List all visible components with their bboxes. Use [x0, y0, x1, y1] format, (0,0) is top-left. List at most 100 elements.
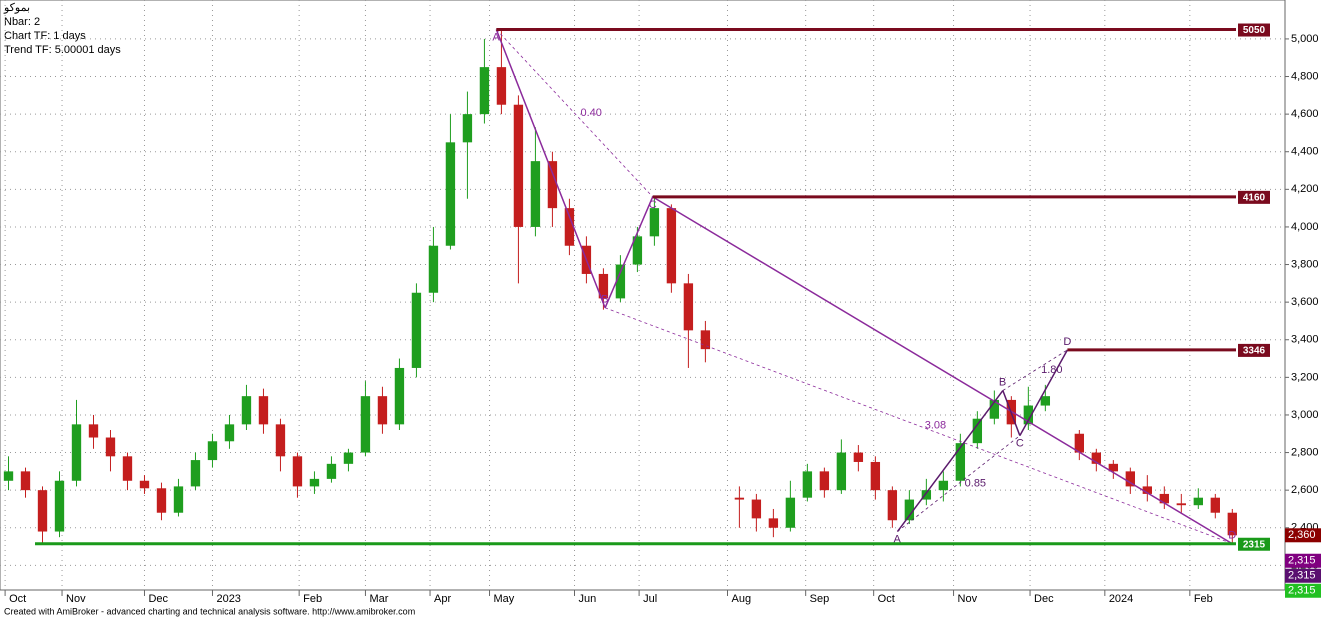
- candle-body: [241, 396, 252, 425]
- candle-body: [173, 486, 184, 513]
- pattern-dashed-line: [496, 29, 653, 198]
- x-tick-label: Nov: [66, 593, 86, 605]
- candle-body: [1108, 463, 1119, 472]
- pattern-dashed-line: [1002, 349, 1068, 391]
- pattern-ratio: 0.40: [581, 107, 602, 119]
- level-label-box: [1238, 537, 1270, 551]
- y-tick-label: 3,200: [1291, 371, 1319, 383]
- pattern-line: [604, 196, 654, 309]
- level-label: 4160: [1243, 192, 1266, 203]
- x-tick-label: 2023: [216, 593, 240, 605]
- y-tick-label: 4,200: [1291, 183, 1319, 195]
- candle-body: [530, 161, 541, 227]
- pattern-point-label: C: [1016, 438, 1024, 450]
- header-line: Nbar: 2: [4, 16, 40, 28]
- price-marker-label: 2,315: [1288, 585, 1316, 597]
- candle-body: [1074, 433, 1085, 453]
- y-tick-label: 5,000: [1291, 33, 1319, 45]
- candle-body: [37, 490, 48, 532]
- candle-body: [1176, 503, 1186, 506]
- y-tick-label: 4,400: [1291, 146, 1319, 158]
- candle-body: [887, 490, 898, 521]
- candle-body: [1142, 486, 1152, 494]
- candle-body: [666, 208, 677, 284]
- level-label-box: [1238, 190, 1270, 204]
- candle-body: [598, 273, 609, 299]
- pattern-dashed-line: [604, 307, 1233, 545]
- header-line: Trend TF: 5.00001 days: [4, 44, 121, 56]
- y-tick-label: 4,600: [1291, 108, 1319, 120]
- level-label-box: [1238, 343, 1270, 357]
- candle-body: [853, 452, 864, 462]
- y-tick-label: 3,600: [1291, 296, 1319, 308]
- candle-body: [428, 245, 439, 293]
- pattern-line: [652, 196, 1233, 545]
- pattern-point-label: D: [1063, 336, 1071, 348]
- pattern-ratio: 0.85: [965, 477, 986, 489]
- candle-body: [768, 518, 779, 528]
- candle-body: [870, 461, 881, 491]
- candle-body: [989, 399, 1000, 419]
- candle-body: [1193, 497, 1203, 506]
- candle-body: [3, 471, 14, 481]
- candle-body: [1227, 512, 1237, 536]
- candle-body: [207, 441, 218, 461]
- candle-body: [122, 456, 133, 481]
- candle-body: [20, 471, 31, 491]
- x-tick-label: Feb: [303, 593, 322, 605]
- candle-body: [1210, 497, 1220, 513]
- y-tick-label: 3,400: [1291, 334, 1319, 346]
- candle-body: [479, 67, 490, 115]
- candle-body: [54, 480, 65, 532]
- candle-body: [71, 424, 82, 481]
- candle-body: [836, 452, 847, 491]
- candle-body: [700, 330, 711, 350]
- x-tick-label: Apr: [434, 593, 451, 605]
- x-tick-label: Dec: [148, 593, 168, 605]
- candle-body: [105, 437, 116, 457]
- level-label: 2315: [1243, 539, 1266, 550]
- x-tick-label: Jul: [643, 593, 657, 605]
- candle-body: [785, 497, 796, 528]
- candle-body: [938, 480, 949, 491]
- candle-body: [1091, 452, 1102, 464]
- plot-frame: [0, 0, 1286, 591]
- price-marker-label: 2,315: [1288, 570, 1316, 582]
- header-line: Chart TF: 1 days: [4, 30, 86, 42]
- candle-body: [139, 480, 150, 489]
- candle-body: [496, 67, 507, 105]
- candle-body: [683, 283, 694, 331]
- candle-body: [275, 424, 286, 457]
- candle-body: [564, 208, 575, 246]
- candle-body: [224, 424, 235, 442]
- candle-body: [734, 497, 745, 500]
- candle-body: [751, 499, 762, 519]
- pattern-ratio: 1.80: [1041, 364, 1062, 376]
- candle-body: [462, 114, 473, 143]
- candle-body: [955, 443, 966, 481]
- pattern-line: [1002, 390, 1021, 436]
- pattern-point-label: B: [601, 294, 608, 306]
- candle-body: [1125, 471, 1135, 487]
- candle-body: [326, 463, 337, 479]
- price-marker-box: [1285, 568, 1321, 583]
- y-tick-label: 4,800: [1291, 70, 1319, 82]
- candle-body: [88, 424, 99, 438]
- candle-body: [377, 396, 388, 425]
- candle-body: [360, 396, 371, 453]
- x-tick-label: Jun: [579, 593, 597, 605]
- x-tick-label: Feb: [1194, 593, 1213, 605]
- candle-body: [1023, 405, 1034, 425]
- candle-body: [819, 471, 830, 491]
- x-tick-label: 2024: [1109, 593, 1133, 605]
- candle-body: [292, 456, 303, 487]
- candle-body: [649, 208, 660, 237]
- pattern-point-label: A: [492, 31, 500, 43]
- x-tick-label: Dec: [1034, 593, 1054, 605]
- candle-body: [904, 499, 915, 521]
- level-label-box: [1238, 23, 1270, 37]
- pattern-line: [495, 29, 606, 309]
- pattern-point-label: A: [893, 533, 901, 545]
- price-marker-box: [1285, 528, 1321, 543]
